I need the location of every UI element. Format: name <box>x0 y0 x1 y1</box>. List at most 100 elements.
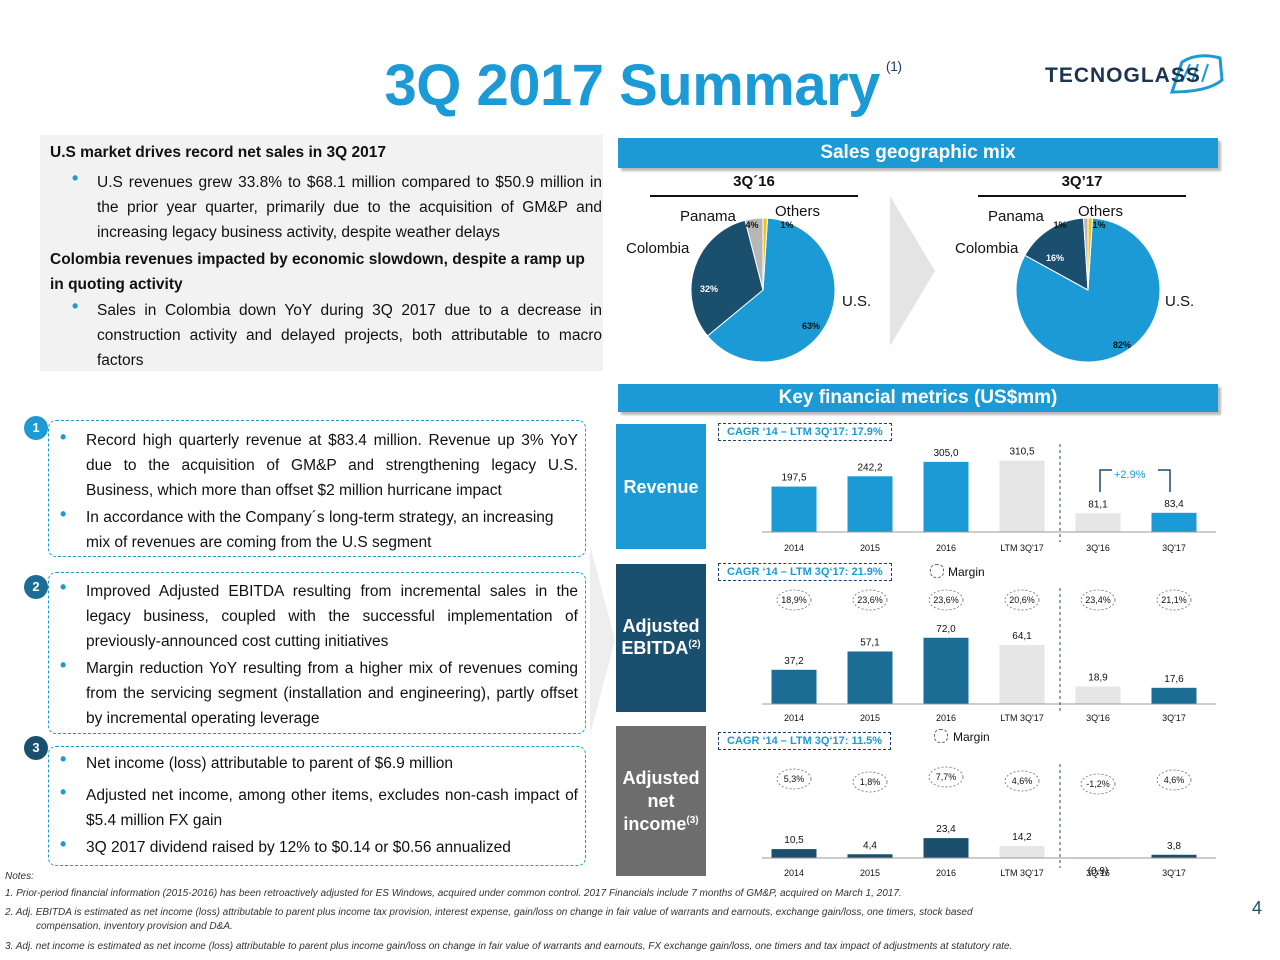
net-income-bullet-3: 3Q 2017 dividend raised by 12% to $0.14 … <box>86 839 511 856</box>
x-tick-label: 2014 <box>784 543 804 553</box>
geo-chevron-icon <box>890 196 935 346</box>
revenue-label-box: Revenue <box>616 424 706 549</box>
x-tick-label: LTM 3Q'17 <box>1000 713 1044 723</box>
pie-value-label: 63% <box>802 321 820 331</box>
bar <box>923 637 969 704</box>
ebitda-cagr-badge: CAGR ‘14 – LTM 3Q‘17: 21.9% <box>718 563 892 581</box>
title-footnote-ref: (1) <box>885 58 902 74</box>
net-income-label-box: Adjusted net income(3) <box>616 726 706 876</box>
bar-value-label: 10,5 <box>784 835 804 846</box>
pie-value-label: 4% <box>745 220 758 230</box>
revenue-bullet-2: In accordance with the Company´s long-te… <box>86 509 554 551</box>
bar <box>923 838 969 858</box>
margin-circle <box>928 766 964 788</box>
tecnoglass-logo <box>1169 54 1224 94</box>
margin-value-label: 1,8% <box>860 777 881 787</box>
footnote-3: 3. Adj. net income is estimated as net i… <box>5 941 1013 952</box>
pie-label-others: Others <box>775 203 821 220</box>
bar-value-label: 305,0 <box>933 448 958 459</box>
x-tick-label: 2014 <box>784 868 804 878</box>
margin-legend-icon <box>934 729 948 743</box>
net-income-margin-legend: Margin <box>953 730 990 744</box>
section-number-1: 1 <box>24 416 48 440</box>
x-tick-label: 2016 <box>936 713 956 723</box>
margin-value-label: 4,6% <box>1164 775 1185 785</box>
bar <box>771 486 817 532</box>
bar <box>999 460 1045 532</box>
x-tick-label: 2015 <box>860 868 880 878</box>
pie-label-panama: Panama <box>988 208 1044 225</box>
revenue-highlights-box <box>48 420 586 557</box>
margin-value-label: 23,4% <box>1085 595 1111 605</box>
margin-circle <box>776 589 812 611</box>
bar <box>1075 686 1121 704</box>
pie-slice-colombia <box>1024 218 1089 291</box>
margin-circle <box>1004 589 1040 611</box>
pie-slice-colombia <box>690 219 764 337</box>
ebitda-bullet-1: Improved Adjusted EBITDA resulting from … <box>86 583 578 650</box>
pie-slice-others <box>762 218 769 291</box>
x-tick-label: LTM 3Q'17 <box>1000 868 1044 878</box>
x-tick-label: LTM 3Q'17 <box>1000 543 1044 553</box>
ebitda-bar-chart: 37,2 2014 18,9% 57,1 2015 23,6% 72,0 2016 23,6% 6… <box>762 588 1216 723</box>
bar-value-label: (0,9) <box>1088 866 1109 877</box>
pie-label-panama: Panama <box>680 208 736 225</box>
net-income-label-3: income(3) <box>623 814 699 834</box>
section-number-2: 2 <box>24 575 48 599</box>
x-tick-label: 3Q'17 <box>1162 868 1186 878</box>
ebitda-label-2: EBITDA(2) <box>621 638 701 658</box>
bar <box>1151 687 1197 704</box>
pie-value-label: 82% <box>1113 340 1131 350</box>
net-income-label: Adjusted <box>622 768 700 788</box>
margin-value-label: 5,3% <box>784 774 805 784</box>
margin-circle <box>1156 589 1192 611</box>
key-metrics-header: Key financial metrics (US$mm) <box>618 384 1218 412</box>
bar <box>847 854 893 858</box>
footnote-1: 1. Prior-period financial information (2… <box>5 888 902 899</box>
pie-value-label: 1% <box>1092 220 1105 230</box>
ebitda-bullet-2: Margin reduction YoY resulting from a hi… <box>86 660 578 727</box>
margin-circle <box>852 589 888 611</box>
bullet-icon: • <box>60 834 67 854</box>
margin-circle <box>776 768 812 790</box>
ebitda-margin-legend: Margin <box>948 565 985 579</box>
growth-bracket-icon <box>1099 469 1171 492</box>
margin-value-label: 4,6% <box>1012 776 1033 786</box>
us-market-heading: U.S market drives record net sales in 3Q… <box>50 144 387 161</box>
pie-value-label: 1% <box>1053 220 1066 230</box>
revenue-growth-label: +2.9% <box>1114 469 1146 481</box>
margin-value-label: 23,6% <box>857 595 883 605</box>
margin-value-label: 7,7% <box>936 772 957 782</box>
ebitda-highlights-box <box>48 572 586 734</box>
bar-value-label: 4,4 <box>863 840 877 851</box>
x-tick-label: 3Q'17 <box>1162 543 1186 553</box>
bar-value-label: 3,8 <box>1167 841 1181 852</box>
bar <box>923 461 969 532</box>
pie-slice-others <box>1087 218 1094 291</box>
pie-chart-3q16: 63% 32% 4% 1% <box>690 218 836 363</box>
x-tick-label: 3Q'17 <box>1162 713 1186 723</box>
pie-title-3q17: 3Q’17 <box>1061 173 1103 190</box>
margin-circle <box>928 589 964 611</box>
bar-value-label: 81,1 <box>1088 499 1108 510</box>
bar-value-label: 57,1 <box>860 637 880 648</box>
bullet-icon: • <box>72 296 79 316</box>
bullet-icon: • <box>60 577 67 597</box>
bullet-icon: • <box>72 168 79 188</box>
section-chevron-icon <box>590 545 615 735</box>
bar-value-label: 310,5 <box>1009 447 1034 458</box>
bar-value-label: 197,5 <box>781 473 806 484</box>
pie-slice-us <box>706 218 836 363</box>
bar <box>999 645 1045 704</box>
bullet-icon: • <box>60 782 67 802</box>
net-income-bullet-2: Adjusted net income, among other items, … <box>86 787 578 829</box>
margin-value-label: 23,6% <box>933 595 959 605</box>
ebitda-label: Adjusted <box>622 616 700 636</box>
bar-value-label: 17,6 <box>1164 674 1184 685</box>
logo-text: TECNOGLASS <box>1045 64 1201 87</box>
pie-value-label: 32% <box>700 284 718 294</box>
revenue-label: Revenue <box>623 477 699 497</box>
margin-value-label: 20,6% <box>1009 595 1035 605</box>
bullet-icon: • <box>60 749 67 769</box>
colombia-heading: Colombia revenues impacted by economic s… <box>50 251 585 293</box>
